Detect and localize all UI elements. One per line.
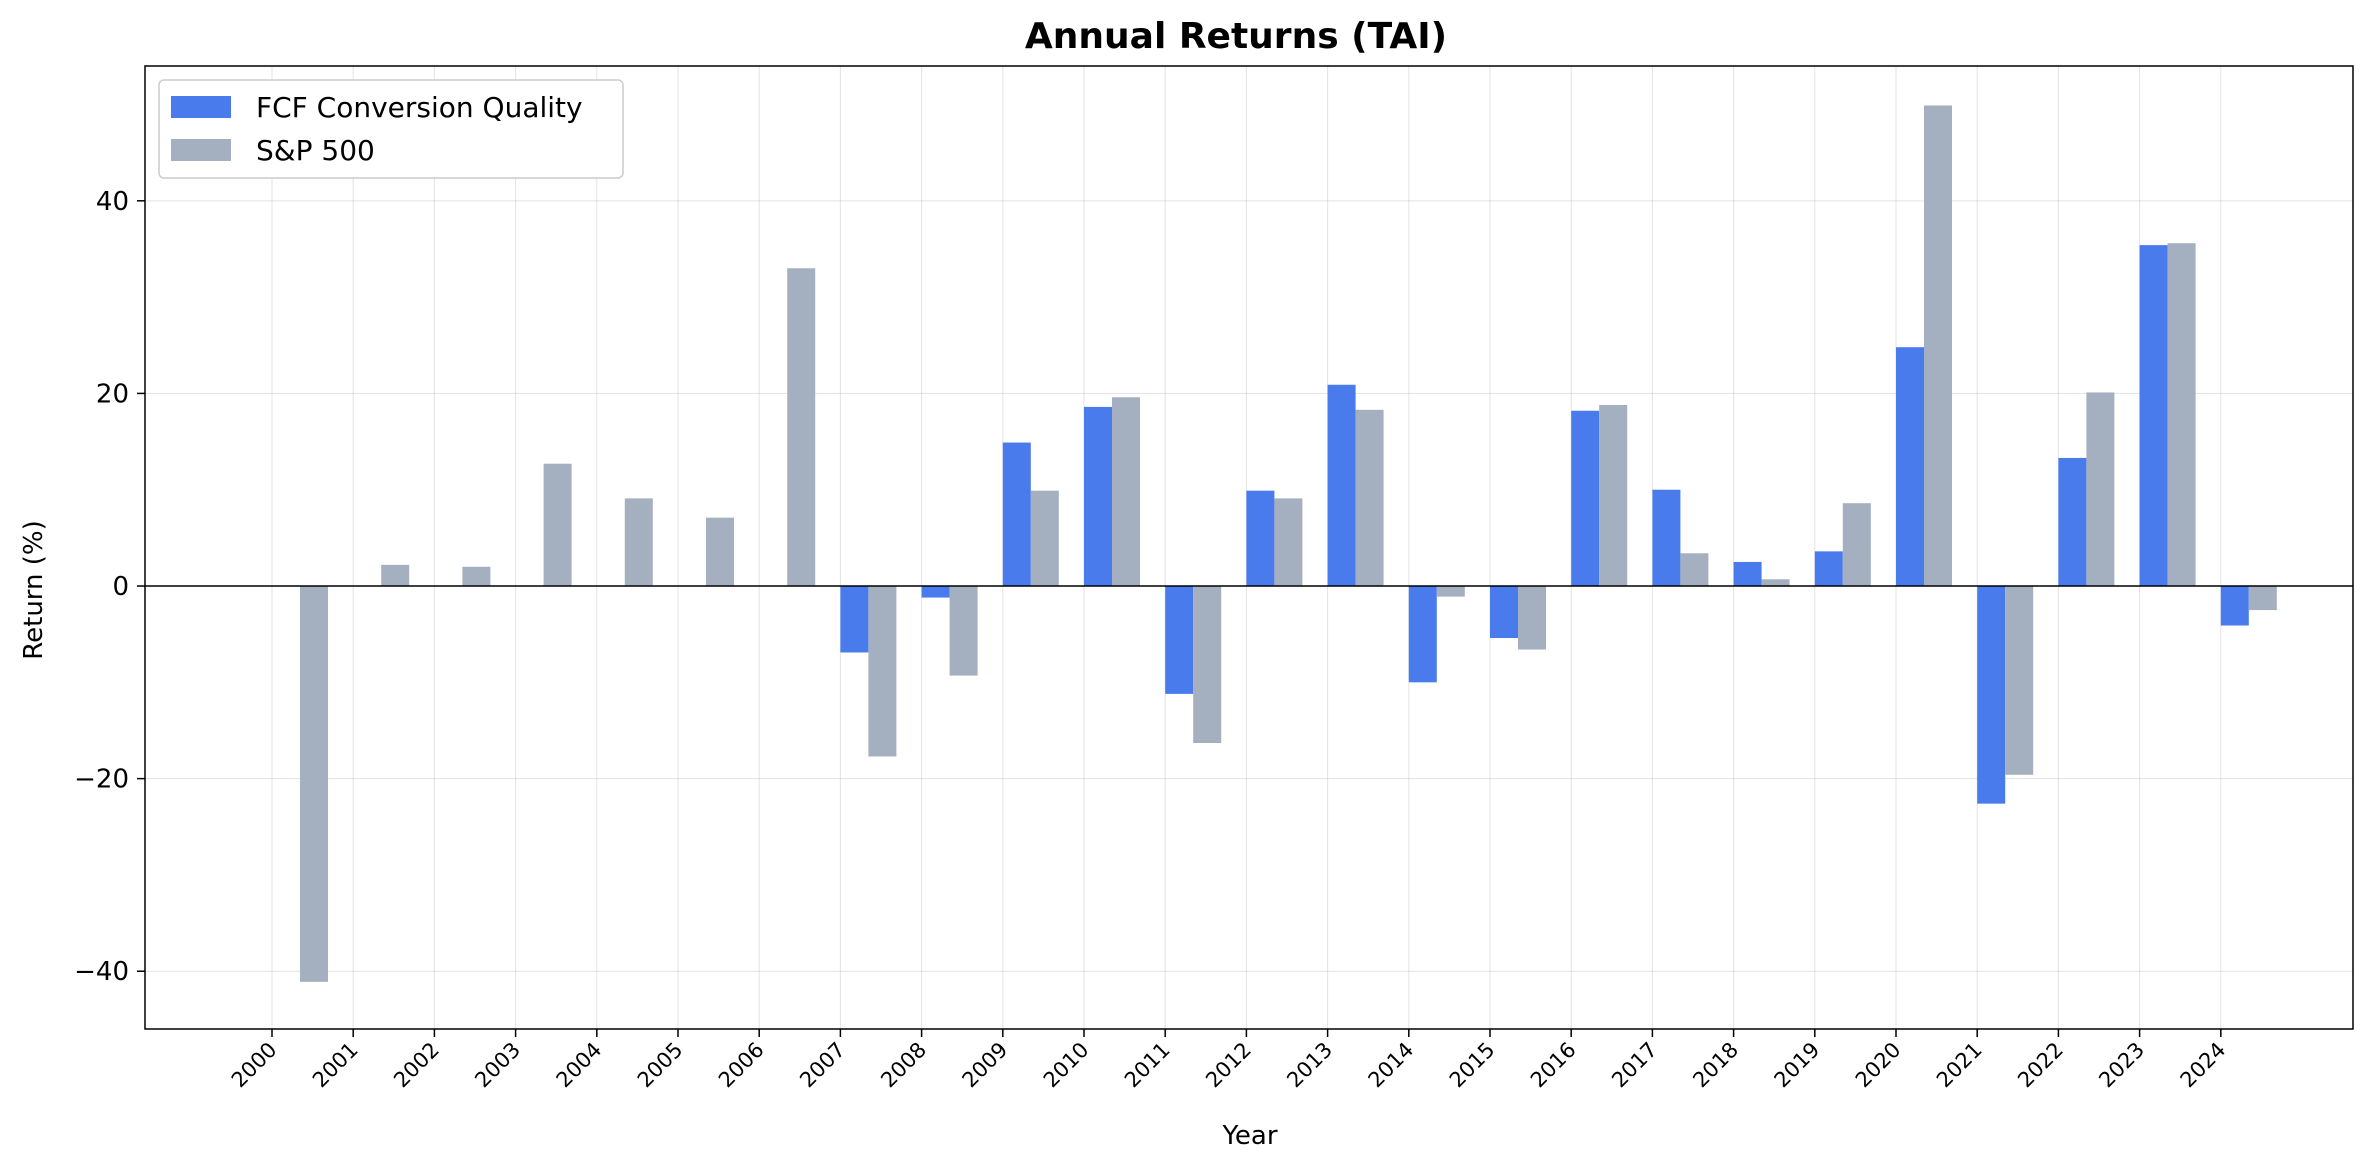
bar-fcf-2012 bbox=[1246, 490, 1275, 587]
bar-fcf-2016 bbox=[1571, 410, 1600, 587]
bar-sp500-2015 bbox=[1518, 586, 1546, 650]
bar-sp500-2016 bbox=[1599, 404, 1628, 587]
bar-fcf-2020 bbox=[1896, 347, 1924, 587]
bar-sp500-2024 bbox=[2248, 586, 2277, 611]
x-tick-label: 2011 bbox=[1120, 1038, 1175, 1093]
bar-fcf-2014 bbox=[1408, 586, 1437, 683]
legend-box bbox=[158, 79, 624, 179]
bar-sp500-2001 bbox=[381, 564, 410, 587]
x-tick-label: 2020 bbox=[1851, 1038, 1906, 1093]
bar-sp500-2009 bbox=[1030, 490, 1059, 587]
bar-sp500-2012 bbox=[1274, 498, 1303, 587]
x-tick-label: 2017 bbox=[1607, 1038, 1662, 1093]
bar-sp500-2011 bbox=[1193, 586, 1222, 743]
x-tick-label: 2013 bbox=[1282, 1038, 1337, 1093]
x-tick-label: 2022 bbox=[2013, 1038, 2068, 1093]
x-tick-label: 2001 bbox=[308, 1038, 363, 1093]
bar-sp500-2004 bbox=[624, 498, 653, 587]
y-tick-label: −40 bbox=[74, 957, 129, 987]
y-tick-label: 20 bbox=[96, 379, 129, 409]
bar-sp500-2018 bbox=[1761, 579, 1790, 587]
bar-sp500-2007 bbox=[868, 586, 897, 757]
y-axis-label: Return (%) bbox=[19, 520, 49, 660]
bar-sp500-2014 bbox=[1436, 586, 1465, 597]
legend-label: FCF Conversion Quality bbox=[256, 91, 583, 124]
x-tick-label: 2014 bbox=[1364, 1038, 1419, 1093]
bar-sp500-2010 bbox=[1112, 397, 1140, 587]
bar-sp500-2013 bbox=[1355, 409, 1384, 587]
bar-fcf-2010 bbox=[1084, 406, 1112, 587]
bar-fcf-2024 bbox=[2220, 586, 2249, 626]
x-tick-label: 2024 bbox=[2176, 1038, 2231, 1093]
y-tick-label: 0 bbox=[112, 572, 129, 602]
bar-sp500-2000 bbox=[300, 586, 328, 982]
x-tick-label: 2009 bbox=[958, 1038, 1013, 1093]
x-tick-label: 2002 bbox=[389, 1038, 444, 1093]
bar-sp500-2017 bbox=[1680, 553, 1709, 587]
bar-fcf-2021 bbox=[1977, 586, 2006, 804]
y-axis: −40 −20 0 20 40 bbox=[74, 187, 145, 987]
bar-fcf-2007 bbox=[840, 586, 869, 653]
y-tick-label: 40 bbox=[96, 187, 129, 217]
bar-fcf-2018 bbox=[1733, 561, 1762, 587]
x-tick-label: 2015 bbox=[1445, 1038, 1500, 1093]
x-tick-label: 2021 bbox=[1932, 1038, 1987, 1093]
bar-sp500-2019 bbox=[1842, 503, 1871, 587]
bar-sp500-2020 bbox=[1924, 105, 1952, 587]
bar-sp500-2008 bbox=[949, 586, 978, 676]
legend: FCF Conversion Quality S&P 500 bbox=[158, 79, 624, 179]
legend-label: S&P 500 bbox=[256, 134, 375, 167]
x-tick-label: 2018 bbox=[1688, 1038, 1743, 1093]
chart-title: Annual Returns (TAI) bbox=[1025, 16, 1447, 57]
x-tick-label: 2006 bbox=[714, 1038, 769, 1093]
bar-fcf-2023 bbox=[2139, 245, 2168, 587]
bar-sp500-2023 bbox=[2167, 243, 2196, 587]
bar-fcf-2022 bbox=[2058, 457, 2087, 587]
x-tick-label: 2003 bbox=[470, 1038, 525, 1093]
x-tick-label: 2007 bbox=[795, 1038, 850, 1093]
bar-sp500-2003 bbox=[543, 463, 572, 587]
bar-sp500-2022 bbox=[2086, 392, 2115, 587]
x-tick-label: 2019 bbox=[1770, 1038, 1825, 1093]
x-axis-label: Year bbox=[1221, 1121, 1277, 1151]
legend-swatch bbox=[171, 96, 231, 118]
bar-fcf-2008 bbox=[921, 586, 950, 598]
bar-sp500-2002 bbox=[462, 566, 491, 587]
x-tick-label: 2000 bbox=[227, 1038, 282, 1093]
x-axis: 2000 2001 2002 2003 2004 2005 2006 2007 2008 2009… bbox=[227, 1029, 2231, 1093]
x-tick-label: 2004 bbox=[552, 1038, 607, 1093]
bar-fcf-2013 bbox=[1327, 384, 1356, 587]
bar-sp500-2021 bbox=[2005, 586, 2034, 775]
x-tick-label: 2012 bbox=[1201, 1038, 1256, 1093]
y-tick-label: −20 bbox=[74, 765, 129, 795]
bar-sp500-2006 bbox=[787, 268, 816, 587]
x-tick-label: 2010 bbox=[1039, 1038, 1094, 1093]
bars bbox=[300, 105, 2277, 982]
x-tick-label: 2005 bbox=[633, 1038, 688, 1093]
x-tick-label: 2016 bbox=[1526, 1038, 1581, 1093]
bar-sp500-2005 bbox=[706, 517, 734, 587]
bar-fcf-2015 bbox=[1490, 586, 1518, 639]
plot-frame bbox=[144, 65, 2354, 1030]
bar-fcf-2009 bbox=[1002, 442, 1031, 587]
x-tick-label: 2023 bbox=[2094, 1038, 2149, 1093]
legend-swatch bbox=[171, 139, 231, 161]
bar-fcf-2017 bbox=[1652, 489, 1681, 587]
x-tick-label: 2008 bbox=[876, 1038, 931, 1093]
bar-fcf-2019 bbox=[1814, 551, 1843, 587]
bar-fcf-2011 bbox=[1165, 586, 1194, 694]
